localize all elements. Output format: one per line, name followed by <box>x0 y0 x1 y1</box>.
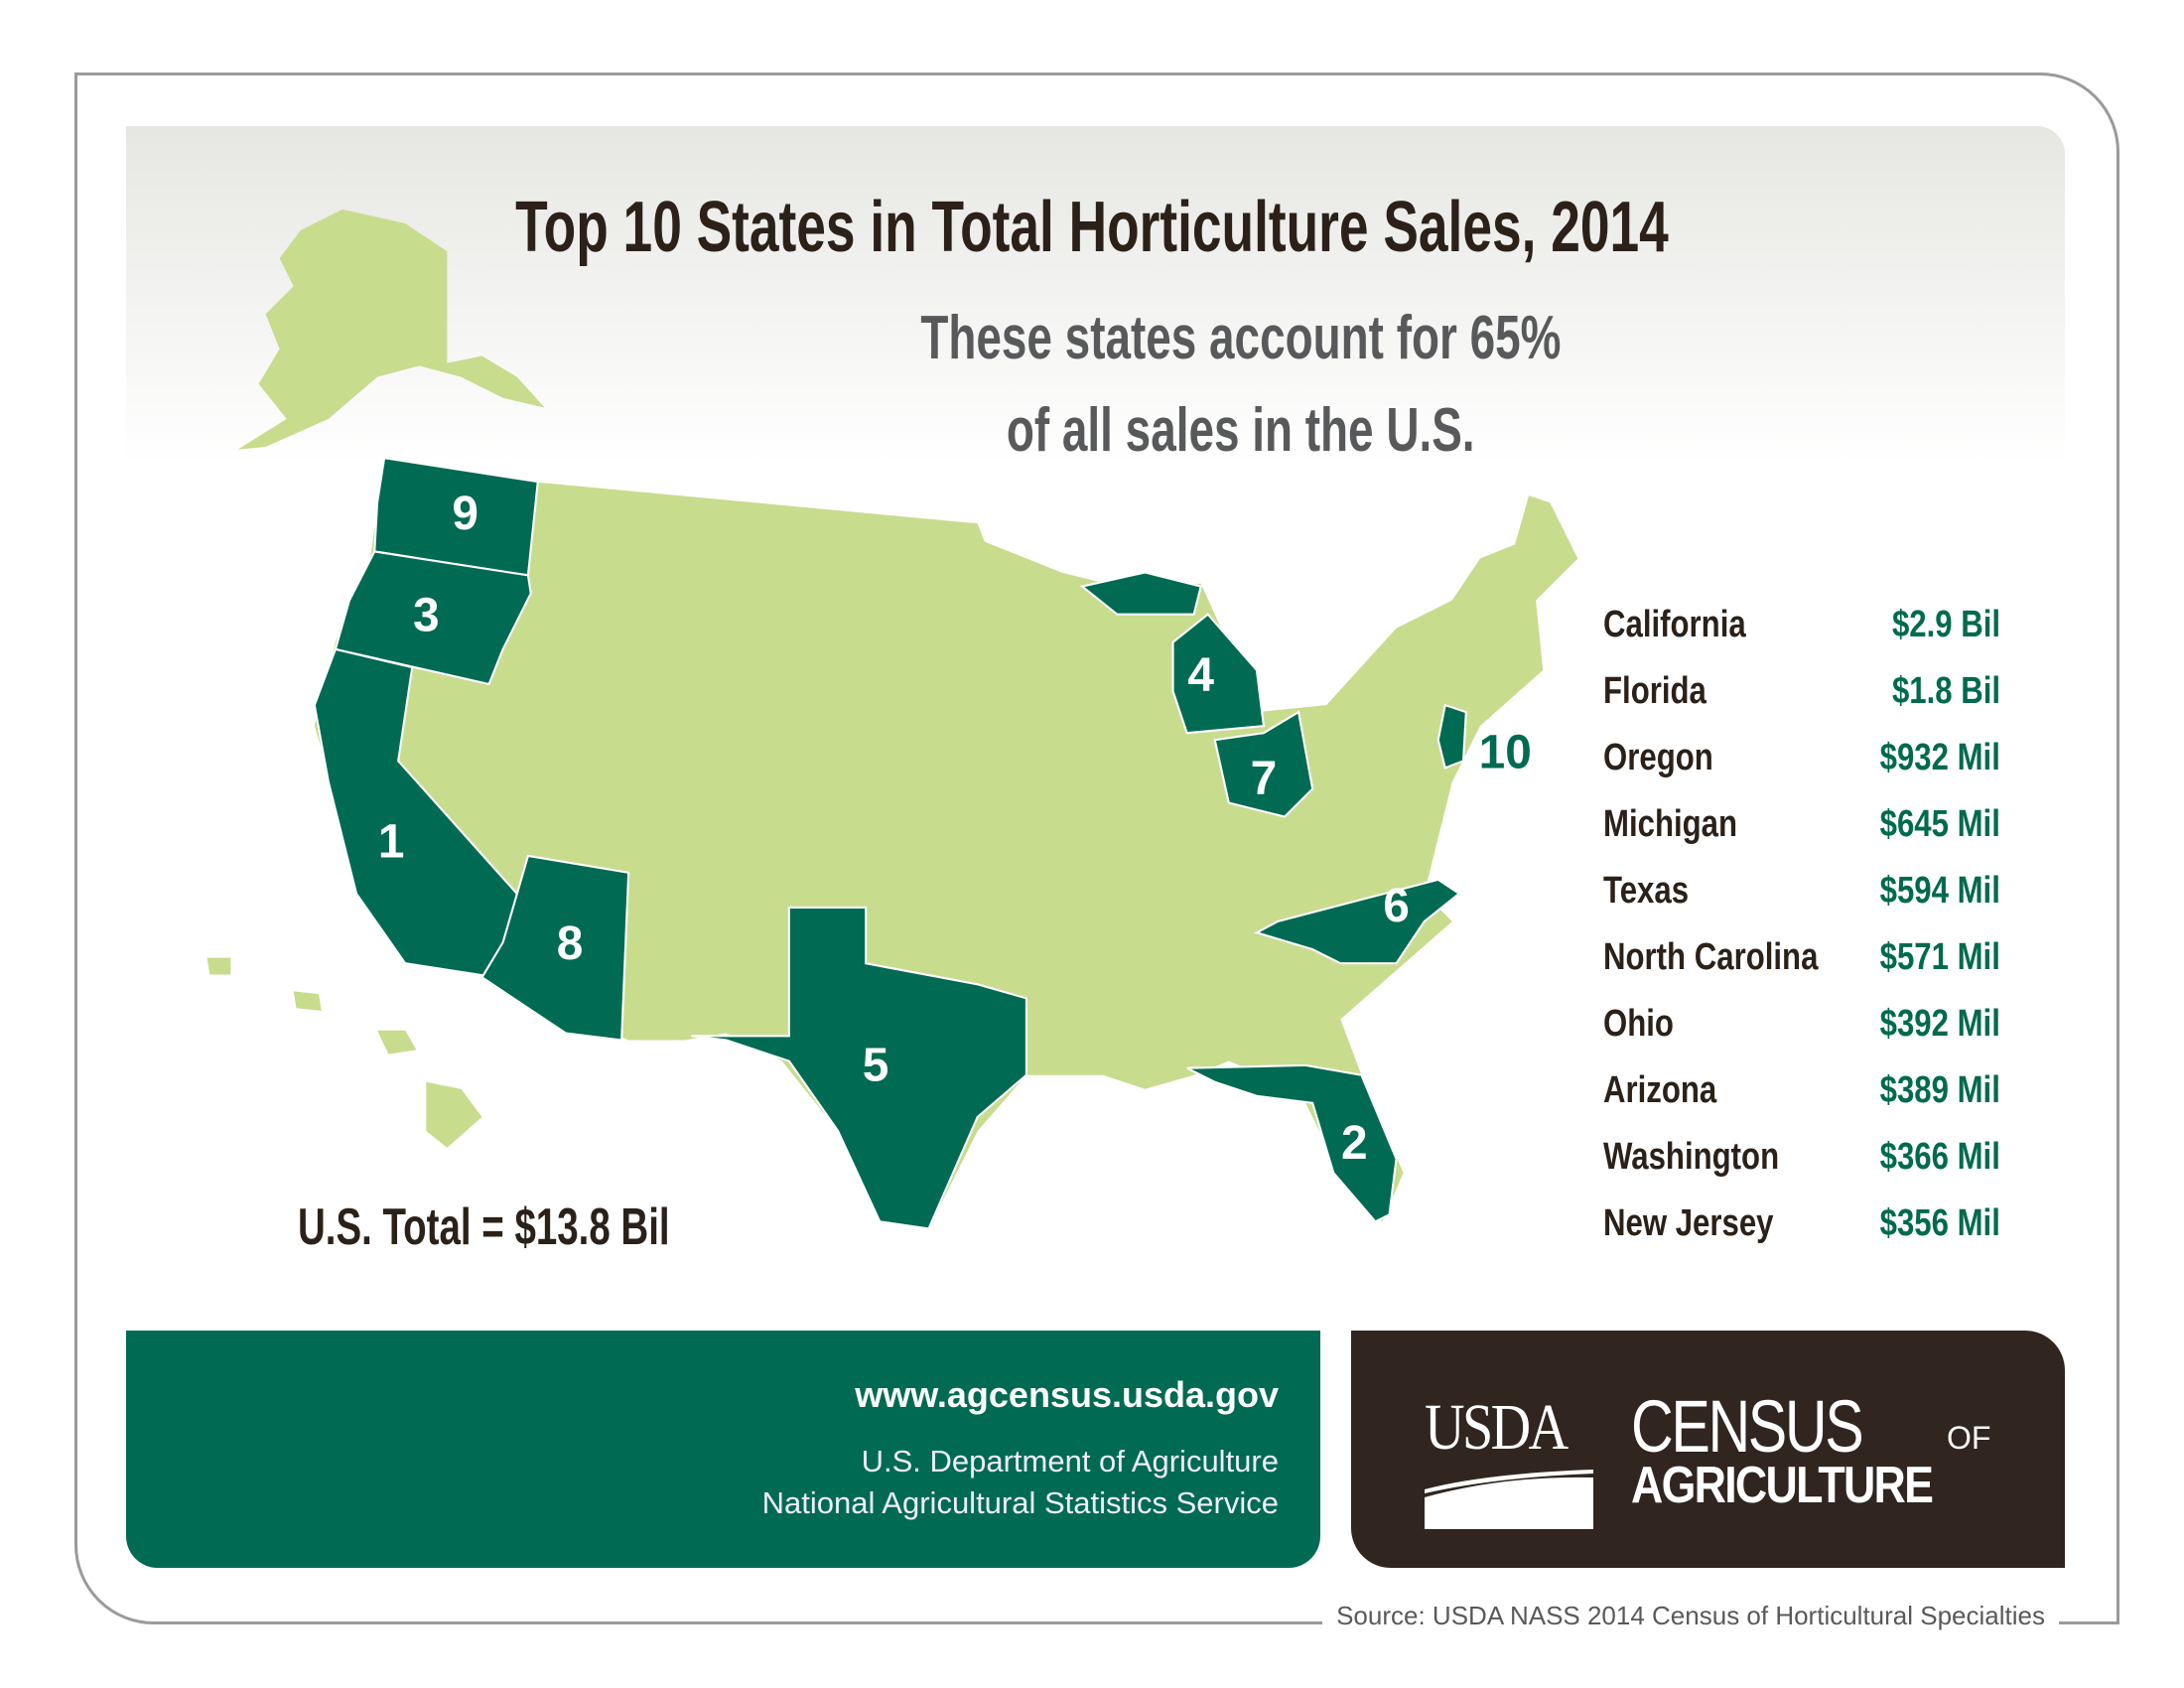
state-name: Washington <box>1603 1136 1780 1178</box>
hawaii-oahu <box>293 991 322 1012</box>
state-ohio <box>1213 710 1314 818</box>
sales-value: $2.9 Bil <box>1891 604 2000 645</box>
agriculture-logo-text: AGRICULTURE <box>1631 1457 1934 1514</box>
census-logo-text: CENSUS <box>1631 1385 1864 1468</box>
rank-10-label: 10 <box>1479 726 1532 778</box>
header-band <box>126 126 2065 464</box>
state-name: North Carolina <box>1603 936 1819 978</box>
state-name: Oregon <box>1603 737 1713 778</box>
usda-logo-text: USDA <box>1425 1391 1569 1464</box>
ranking-row: California $2.9 Bil <box>1603 604 2000 663</box>
sales-value: $645 Mil <box>1879 803 2000 845</box>
agency-name: National Agricultural Statistics Service <box>761 1485 1279 1520</box>
rank-2-label: 2 <box>1341 1117 1368 1170</box>
state-name: Arizona <box>1603 1069 1717 1111</box>
of-logo-text: OF <box>1947 1420 1991 1456</box>
ranking-row: Arizona $389 Mil <box>1603 1069 2000 1129</box>
state-name: Michigan <box>1603 803 1738 845</box>
sales-value: $594 Mil <box>1879 870 2000 912</box>
source-note: Source: USDA NASS 2014 Census of Horticu… <box>1322 1601 2059 1631</box>
ranking-row: Washington $366 Mil <box>1603 1136 2000 1196</box>
hawaii-kauai <box>206 957 231 975</box>
continental-us <box>314 458 1578 1229</box>
state-michigan-lower <box>1171 613 1266 735</box>
page-title: Top 10 States in Total Horticulture Sale… <box>515 188 1669 267</box>
subtitle-line-2: of all sales in the U.S. <box>1007 396 1475 465</box>
hawaii-maui <box>377 1030 417 1055</box>
sales-value: $392 Mil <box>1879 1003 2000 1045</box>
rank-1-label: 1 <box>378 815 405 868</box>
ranking-row: Oregon $932 Mil <box>1603 737 2000 796</box>
page-frame <box>74 72 2119 1624</box>
alaska <box>237 209 545 450</box>
website-link[interactable]: www.agcensus.usda.gov <box>855 1374 1279 1415</box>
footer-info-panel: www.agcensus.usda.gov U.S. Department of… <box>126 1331 1320 1568</box>
ranking-row: North Carolina $571 Mil <box>1603 936 2000 996</box>
hawaii-big-island <box>426 1081 482 1148</box>
rank-7-label: 7 <box>1251 753 1278 805</box>
rank-5-label: 5 <box>863 1039 889 1091</box>
state-name: New Jersey <box>1603 1202 1774 1244</box>
state-name: California <box>1603 604 1746 645</box>
us-total: U.S. Total = $13.8 Bil <box>298 1198 670 1256</box>
sales-value: $356 Mil <box>1879 1202 2000 1244</box>
state-arizona <box>480 854 630 1042</box>
subtitle-line-1: These states account for 65% <box>920 304 1562 372</box>
department-name: U.S. Department of Agriculture <box>861 1444 1279 1478</box>
sales-value: $1.8 Bil <box>1891 670 2000 712</box>
state-name: Texas <box>1603 870 1690 912</box>
ranking-row: Florida $1.8 Bil <box>1603 670 2000 730</box>
usda-field-logo-icon <box>1425 1470 1593 1529</box>
census-logo-panel: USDA CENSUS OF AGRICULTURE <box>1351 1331 2065 1568</box>
state-oregon <box>334 550 532 686</box>
state-texas <box>691 906 1027 1230</box>
rank-3-label: 3 <box>413 590 440 642</box>
ranking-row: Michigan $645 Mil <box>1603 803 2000 863</box>
state-north-carolina <box>1254 878 1461 965</box>
state-new-jersey <box>1436 703 1467 770</box>
sales-value: $366 Mil <box>1879 1136 2000 1178</box>
sales-value: $932 Mil <box>1879 737 2000 778</box>
rank-4-label: 4 <box>1187 649 1214 702</box>
ranking-row: Texas $594 Mil <box>1603 870 2000 929</box>
ranking-row: New Jersey $356 Mil <box>1603 1202 2000 1262</box>
rank-9-label: 9 <box>452 488 478 540</box>
sales-value: $389 Mil <box>1879 1069 2000 1111</box>
state-name: Ohio <box>1603 1003 1674 1045</box>
rank-8-label: 8 <box>557 917 584 970</box>
ranking-row: Ohio $392 Mil <box>1603 1003 2000 1062</box>
state-name: Florida <box>1603 670 1706 712</box>
rank-6-label: 6 <box>1383 880 1410 932</box>
state-michigan-upper <box>1079 571 1202 616</box>
sales-value: $571 Mil <box>1879 936 2000 978</box>
state-florida <box>1186 1063 1398 1223</box>
